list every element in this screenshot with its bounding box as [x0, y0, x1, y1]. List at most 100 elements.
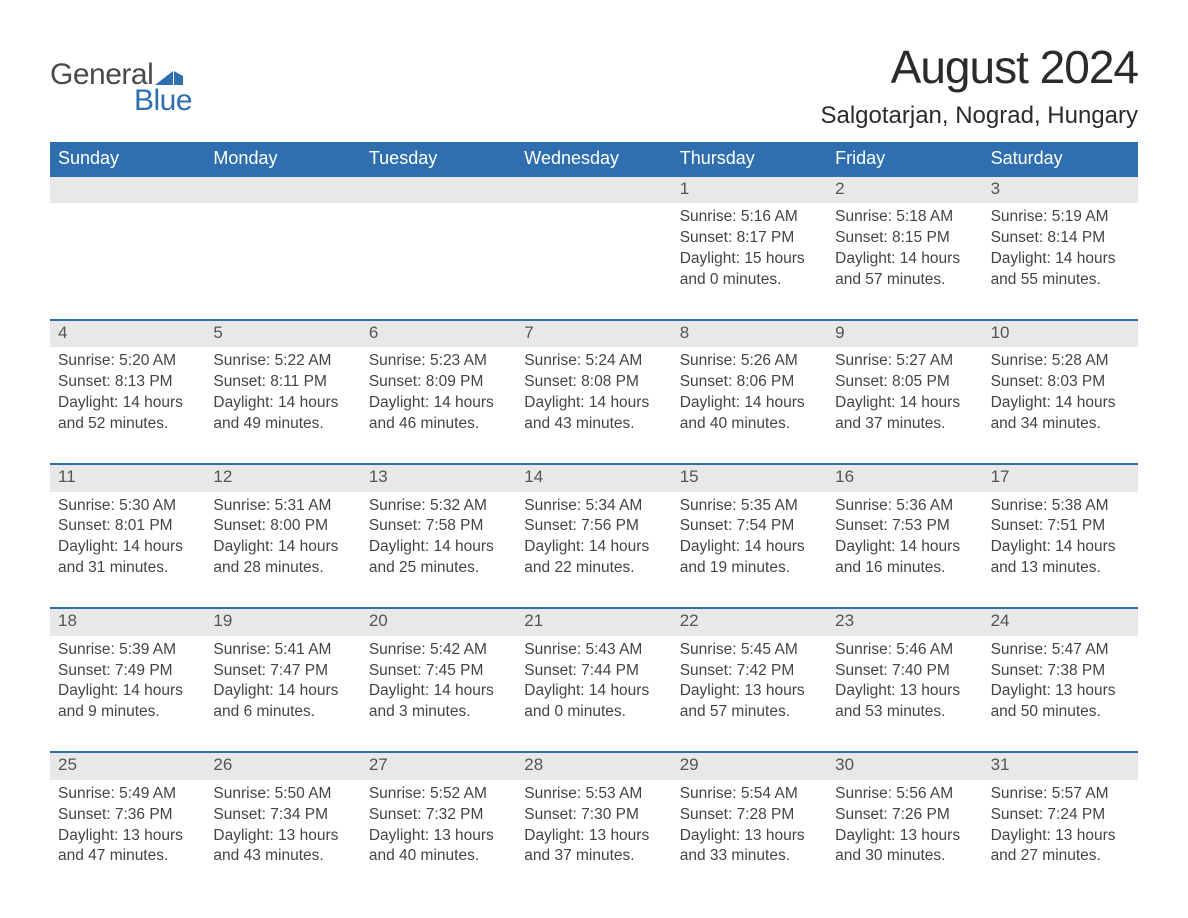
sunrise-line: Sunrise: 5:30 AM	[58, 496, 197, 517]
day-number: 29	[672, 753, 827, 779]
sunset-line: Sunset: 7:54 PM	[680, 516, 819, 537]
sunset-line: Sunset: 8:06 PM	[680, 372, 819, 393]
daylight-line: Daylight: 13 hours and 53 minutes.	[835, 681, 974, 723]
day-number: 26	[205, 753, 360, 779]
day-number: 16	[827, 465, 982, 491]
sunrise-line: Sunrise: 5:31 AM	[213, 496, 352, 517]
day-cell: Sunrise: 5:38 AMSunset: 7:51 PMDaylight:…	[983, 492, 1138, 580]
daylight-line: Daylight: 14 hours and 31 minutes.	[58, 537, 197, 579]
daylight-line: Daylight: 14 hours and 43 minutes.	[524, 393, 663, 435]
sunset-line: Sunset: 7:40 PM	[835, 661, 974, 682]
sunset-line: Sunset: 7:32 PM	[369, 805, 508, 826]
sunrise-line: Sunrise: 5:20 AM	[58, 351, 197, 372]
day-cell: Sunrise: 5:31 AMSunset: 8:00 PMDaylight:…	[205, 492, 360, 580]
sunset-line: Sunset: 8:05 PM	[835, 372, 974, 393]
day-number: 10	[983, 321, 1138, 347]
sunset-line: Sunset: 7:44 PM	[524, 661, 663, 682]
day-cell: Sunrise: 5:46 AMSunset: 7:40 PMDaylight:…	[827, 636, 982, 724]
sunrise-line: Sunrise: 5:47 AM	[991, 640, 1130, 661]
sunrise-line: Sunrise: 5:41 AM	[213, 640, 352, 661]
daylight-line: Daylight: 13 hours and 47 minutes.	[58, 826, 197, 868]
day-cell: Sunrise: 5:23 AMSunset: 8:09 PMDaylight:…	[361, 347, 516, 435]
daylight-line: Daylight: 14 hours and 16 minutes.	[835, 537, 974, 579]
sunrise-line: Sunrise: 5:42 AM	[369, 640, 508, 661]
day-number: 2	[827, 177, 982, 203]
daylight-line: Daylight: 15 hours and 0 minutes.	[680, 249, 819, 291]
week-row: 25262728293031Sunrise: 5:49 AMSunset: 7:…	[50, 751, 1138, 867]
day-cell: Sunrise: 5:52 AMSunset: 7:32 PMDaylight:…	[361, 780, 516, 868]
week-row: 18192021222324Sunrise: 5:39 AMSunset: 7:…	[50, 607, 1138, 723]
day-cell: Sunrise: 5:45 AMSunset: 7:42 PMDaylight:…	[672, 636, 827, 724]
weeks-container: 123 Sunrise: 5:16 AMSunset: 8:17 PMDaylig…	[50, 177, 1138, 867]
sunset-line: Sunset: 7:49 PM	[58, 661, 197, 682]
week-row: 123 Sunrise: 5:16 AMSunset: 8:17 PMDaylig…	[50, 177, 1138, 291]
sunrise-line: Sunrise: 5:54 AM	[680, 784, 819, 805]
day-cell: Sunrise: 5:53 AMSunset: 7:30 PMDaylight:…	[516, 780, 671, 868]
day-cell: Sunrise: 5:16 AMSunset: 8:17 PMDaylight:…	[672, 203, 827, 291]
day-cell	[50, 203, 205, 291]
weekday-tue: Tuesday	[361, 142, 516, 177]
sunset-line: Sunset: 7:53 PM	[835, 516, 974, 537]
day-number: 3	[983, 177, 1138, 203]
weekday-sun: Sunday	[50, 142, 205, 177]
weekday-header-row: Sunday Monday Tuesday Wednesday Thursday…	[50, 142, 1138, 177]
logo-text-blue: Blue	[134, 84, 192, 118]
day-cell: Sunrise: 5:43 AMSunset: 7:44 PMDaylight:…	[516, 636, 671, 724]
daylight-line: Daylight: 13 hours and 57 minutes.	[680, 681, 819, 723]
sunset-line: Sunset: 7:36 PM	[58, 805, 197, 826]
day-number: 27	[361, 753, 516, 779]
day-cell	[516, 203, 671, 291]
day-cell	[205, 203, 360, 291]
daylight-line: Daylight: 13 hours and 33 minutes.	[680, 826, 819, 868]
day-number: 8	[672, 321, 827, 347]
day-cell: Sunrise: 5:32 AMSunset: 7:58 PMDaylight:…	[361, 492, 516, 580]
day-number: 25	[50, 753, 205, 779]
day-number: 6	[361, 321, 516, 347]
day-cell: Sunrise: 5:56 AMSunset: 7:26 PMDaylight:…	[827, 780, 982, 868]
sunset-line: Sunset: 8:14 PM	[991, 228, 1130, 249]
day-cell: Sunrise: 5:36 AMSunset: 7:53 PMDaylight:…	[827, 492, 982, 580]
day-cell: Sunrise: 5:20 AMSunset: 8:13 PMDaylight:…	[50, 347, 205, 435]
daylight-line: Daylight: 14 hours and 0 minutes.	[524, 681, 663, 723]
sunset-line: Sunset: 8:00 PM	[213, 516, 352, 537]
daylight-line: Daylight: 14 hours and 46 minutes.	[369, 393, 508, 435]
day-cell: Sunrise: 5:27 AMSunset: 8:05 PMDaylight:…	[827, 347, 982, 435]
week-row: 11121314151617Sunrise: 5:30 AMSunset: 8:…	[50, 463, 1138, 579]
day-cell: Sunrise: 5:54 AMSunset: 7:28 PMDaylight:…	[672, 780, 827, 868]
title-block: August 2024 Salgotarjan, Nograd, Hungary	[820, 40, 1138, 130]
sunrise-line: Sunrise: 5:39 AM	[58, 640, 197, 661]
sunset-line: Sunset: 8:01 PM	[58, 516, 197, 537]
daylight-line: Daylight: 14 hours and 13 minutes.	[991, 537, 1130, 579]
sunset-line: Sunset: 7:26 PM	[835, 805, 974, 826]
day-number: 30	[827, 753, 982, 779]
sunrise-line: Sunrise: 5:18 AM	[835, 207, 974, 228]
sunset-line: Sunset: 8:09 PM	[369, 372, 508, 393]
day-cell: Sunrise: 5:47 AMSunset: 7:38 PMDaylight:…	[983, 636, 1138, 724]
daylight-line: Daylight: 14 hours and 3 minutes.	[369, 681, 508, 723]
sunset-line: Sunset: 7:42 PM	[680, 661, 819, 682]
day-number: 9	[827, 321, 982, 347]
day-cell: Sunrise: 5:41 AMSunset: 7:47 PMDaylight:…	[205, 636, 360, 724]
calendar: Sunday Monday Tuesday Wednesday Thursday…	[50, 142, 1138, 867]
sunrise-line: Sunrise: 5:35 AM	[680, 496, 819, 517]
day-cell: Sunrise: 5:49 AMSunset: 7:36 PMDaylight:…	[50, 780, 205, 868]
daylight-line: Daylight: 14 hours and 37 minutes.	[835, 393, 974, 435]
day-cell: Sunrise: 5:26 AMSunset: 8:06 PMDaylight:…	[672, 347, 827, 435]
day-number: 5	[205, 321, 360, 347]
weekday-thu: Thursday	[672, 142, 827, 177]
sunrise-line: Sunrise: 5:56 AM	[835, 784, 974, 805]
page-header: General Blue August 2024 Salgotarjan, No…	[50, 40, 1138, 130]
logo-flag-icon	[155, 65, 183, 85]
day-cell: Sunrise: 5:50 AMSunset: 7:34 PMDaylight:…	[205, 780, 360, 868]
weekday-fri: Friday	[827, 142, 982, 177]
sunset-line: Sunset: 7:34 PM	[213, 805, 352, 826]
sunrise-line: Sunrise: 5:52 AM	[369, 784, 508, 805]
day-number	[361, 177, 516, 203]
daylight-line: Daylight: 14 hours and 49 minutes.	[213, 393, 352, 435]
day-cell: Sunrise: 5:18 AMSunset: 8:15 PMDaylight:…	[827, 203, 982, 291]
sunrise-line: Sunrise: 5:49 AM	[58, 784, 197, 805]
daylight-line: Daylight: 14 hours and 28 minutes.	[213, 537, 352, 579]
day-number: 21	[516, 609, 671, 635]
day-number: 1	[672, 177, 827, 203]
sunset-line: Sunset: 7:47 PM	[213, 661, 352, 682]
